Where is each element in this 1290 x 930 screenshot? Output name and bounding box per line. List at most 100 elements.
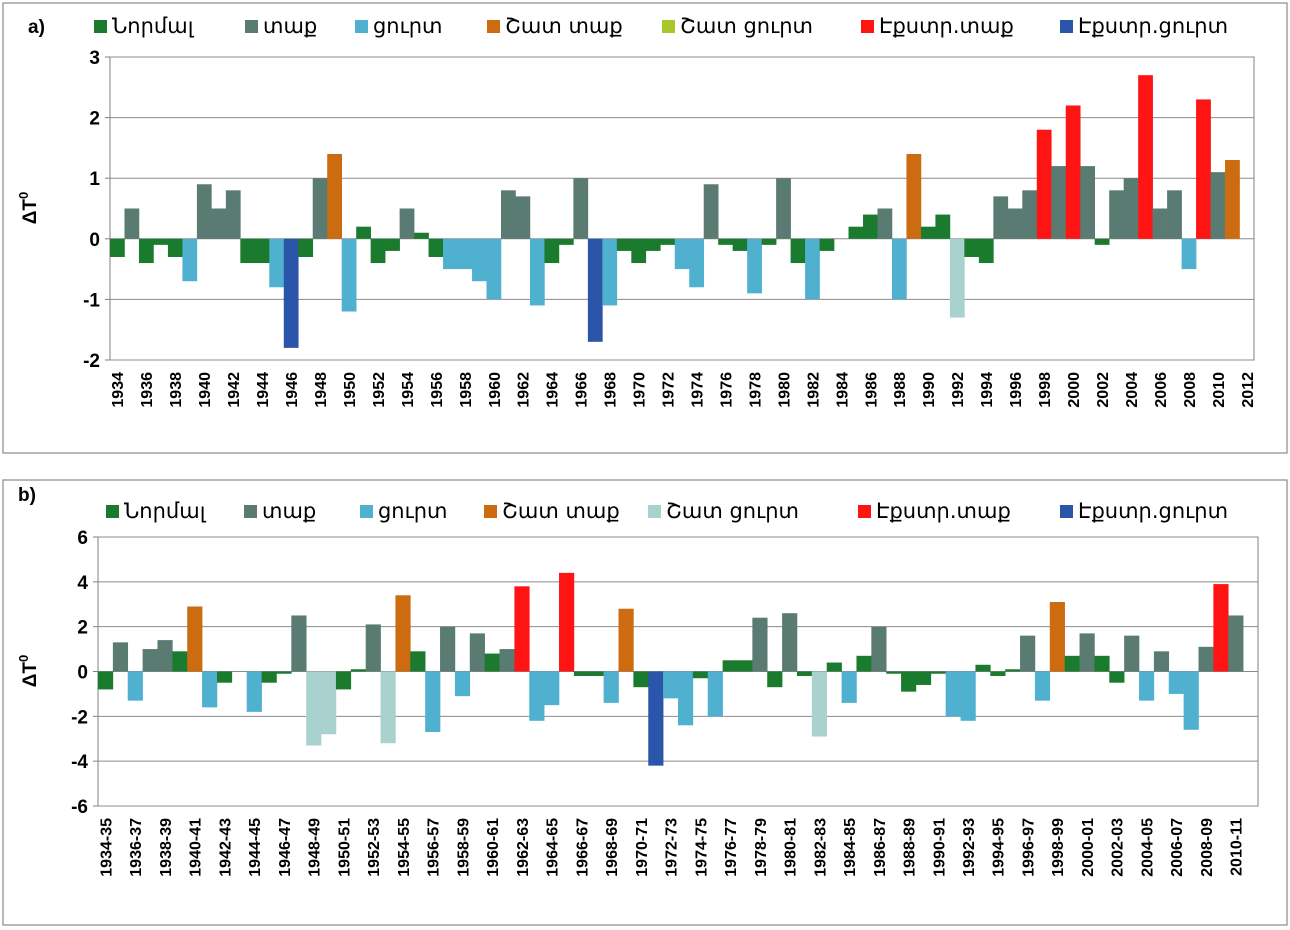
x-tick-label: 1950-51 xyxy=(336,818,353,877)
x-tick-label: 2000-01 xyxy=(1080,818,1097,877)
bar xyxy=(1080,166,1096,239)
bar xyxy=(124,208,140,239)
bar xyxy=(514,586,530,672)
x-tick-label: 1938-39 xyxy=(158,818,175,877)
bar xyxy=(718,238,733,245)
bar xyxy=(153,238,169,245)
x-tick-label: 1954 xyxy=(400,372,417,408)
bar xyxy=(645,238,661,251)
bar xyxy=(558,238,574,245)
x-tick-label: 2006-07 xyxy=(1169,818,1186,877)
bar xyxy=(142,649,158,672)
legend-swatch xyxy=(1060,505,1073,518)
legend-label: Էքստր.տաք xyxy=(876,499,1011,523)
panel-a-label: a) xyxy=(28,17,45,38)
legend-swatch xyxy=(94,20,107,33)
legend-label: Էքստր.տաք xyxy=(879,14,1014,38)
bar xyxy=(602,238,618,306)
x-tick-label: 1942 xyxy=(226,372,243,408)
bar xyxy=(515,196,531,239)
legend-swatch xyxy=(858,505,871,518)
x-tick-label: 1974 xyxy=(689,372,706,408)
y-tick-label: 2 xyxy=(89,109,100,130)
bar xyxy=(112,642,129,672)
bar xyxy=(790,238,806,264)
bar xyxy=(1198,646,1214,672)
y-axis-label-text: ΔT xyxy=(20,662,41,688)
legend-swatch xyxy=(648,505,661,518)
bar xyxy=(796,671,813,676)
y-tick-label: 4 xyxy=(77,573,88,594)
bar xyxy=(573,671,590,676)
bar xyxy=(1034,671,1051,701)
bar xyxy=(240,238,256,264)
x-tick-label: 2008-09 xyxy=(1199,818,1216,877)
bar xyxy=(689,238,705,288)
bar xyxy=(196,184,212,239)
legend-swatch xyxy=(1060,20,1073,33)
bar xyxy=(886,671,902,674)
bar xyxy=(692,671,709,679)
x-tick-label: 1972 xyxy=(661,372,678,408)
y-tick-label: -1 xyxy=(83,290,100,311)
x-tick-label: 1960 xyxy=(487,372,504,408)
bar xyxy=(767,671,783,688)
bar xyxy=(819,238,835,251)
x-tick-label: 2000 xyxy=(1066,372,1083,408)
bar xyxy=(559,572,575,672)
legend-swatch xyxy=(355,20,368,33)
legend-label: Էքստր.ցուրտ xyxy=(1078,499,1228,523)
legend-label: տաք xyxy=(263,14,317,38)
bar xyxy=(1109,190,1124,239)
bar xyxy=(1210,172,1226,239)
bar xyxy=(269,238,285,288)
x-tick-label: 1996 xyxy=(1008,372,1025,408)
bar xyxy=(826,662,842,672)
x-tick-label: 1956-57 xyxy=(426,818,443,877)
bar xyxy=(370,238,386,264)
x-tick-label: 1958 xyxy=(458,372,475,408)
bar xyxy=(246,671,262,712)
x-tick-label: 1968-69 xyxy=(604,818,621,877)
bar xyxy=(633,671,649,688)
legend-label: Էքստր.ցուրտ xyxy=(1078,14,1228,38)
legend-label: տաք xyxy=(262,499,316,523)
bar xyxy=(414,232,429,239)
x-tick-label: 1996-97 xyxy=(1020,818,1037,877)
x-tick-label: 2010-11 xyxy=(1229,818,1246,876)
x-tick-label: 1968 xyxy=(603,372,620,408)
y-tick-label: 0 xyxy=(89,230,100,251)
x-tick-label: 2004-05 xyxy=(1139,818,1156,877)
bar xyxy=(312,178,328,239)
bar xyxy=(776,178,791,239)
bar xyxy=(529,238,545,306)
x-tick-label: 1962-63 xyxy=(515,818,532,877)
x-tick-label: 1972-73 xyxy=(664,818,681,877)
x-tick-label: 1940 xyxy=(197,372,214,408)
bar xyxy=(341,238,357,312)
bar xyxy=(722,660,738,672)
bar xyxy=(960,671,976,721)
bar xyxy=(811,671,828,737)
bar xyxy=(167,238,183,257)
x-tick-label: 1990 xyxy=(921,372,938,408)
bar xyxy=(761,238,777,245)
x-tick-label: 1936 xyxy=(139,372,156,408)
x-tick-label: 1944-45 xyxy=(247,818,264,877)
x-tick-label: 1946 xyxy=(284,372,301,408)
bar xyxy=(588,671,604,676)
x-tick-label: 2012 xyxy=(1240,372,1257,408)
bar xyxy=(631,238,647,264)
bar xyxy=(127,671,143,701)
bar xyxy=(254,238,270,264)
bar xyxy=(544,671,560,706)
bar xyxy=(747,238,762,294)
bar xyxy=(440,626,456,672)
bar xyxy=(877,208,893,239)
x-tick-label: 1984 xyxy=(834,372,851,408)
x-tick-label: 1954-55 xyxy=(396,818,413,877)
bar xyxy=(1051,166,1067,239)
x-tick-label: 1978 xyxy=(747,372,764,408)
bar xyxy=(573,178,589,239)
